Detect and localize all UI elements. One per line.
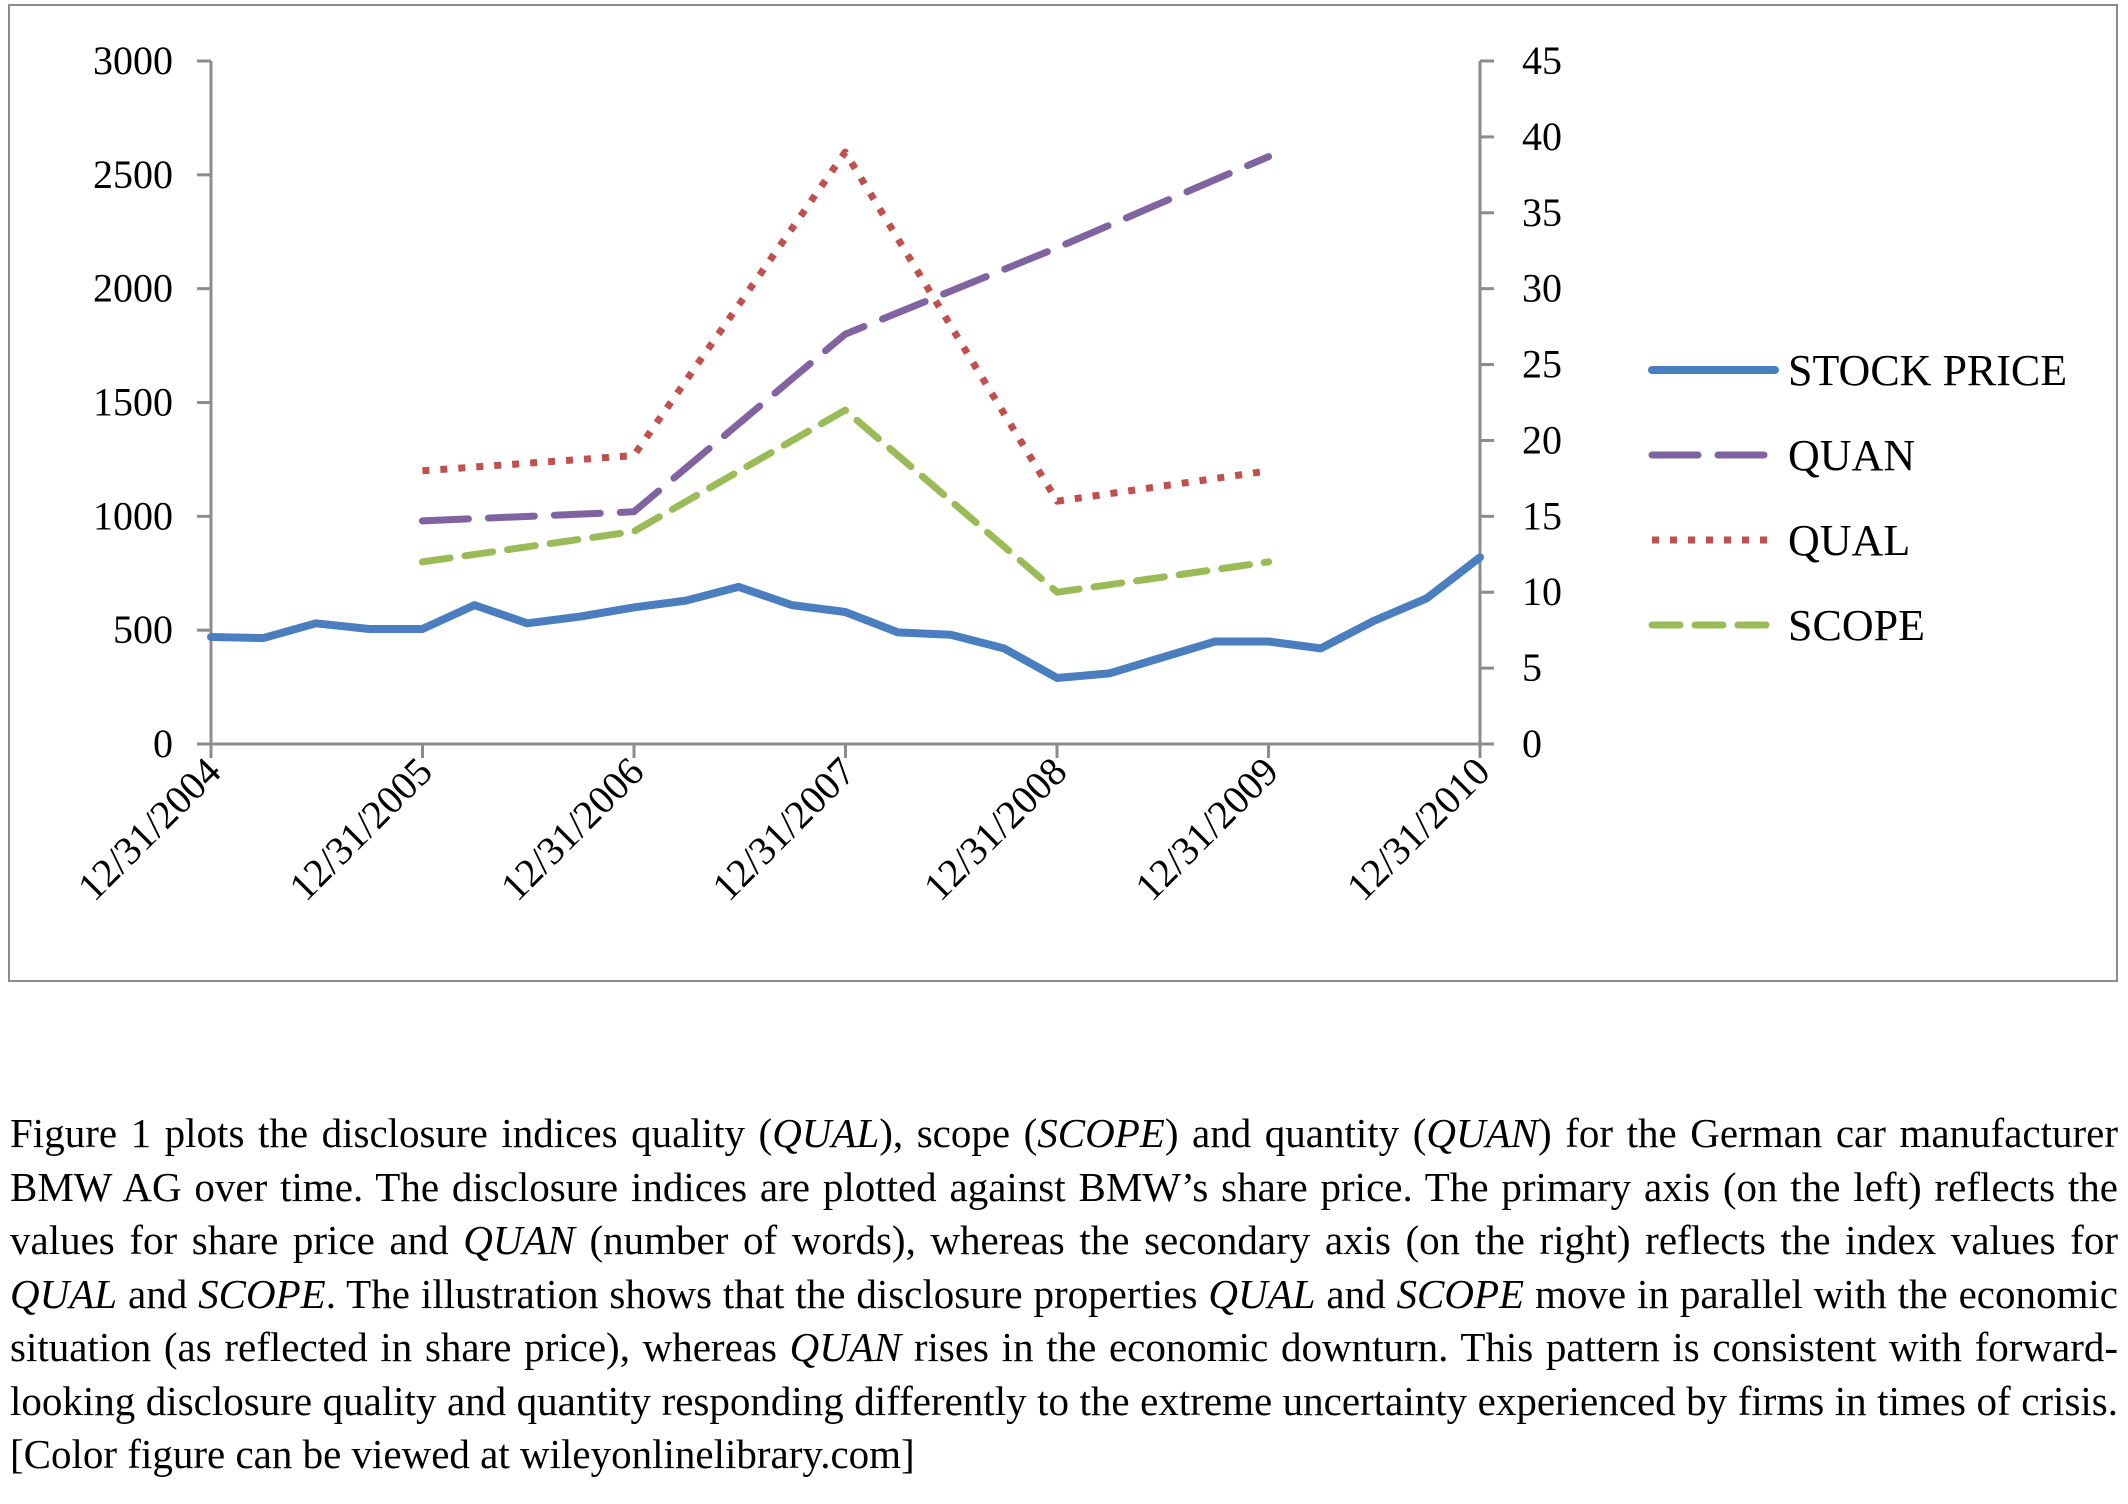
right-y-tick-label: 20 — [1522, 417, 1562, 462]
left-y-tick-label: 2500 — [93, 152, 173, 197]
caption-segment: Figure 1 plots the disclosure indices qu… — [10, 1110, 773, 1156]
right-y-tick-label: 45 — [1522, 38, 1562, 83]
caption-segment: ) and quantity ( — [1164, 1110, 1427, 1156]
caption-segment: and — [117, 1270, 199, 1317]
caption-segment: QUAL — [772, 1110, 880, 1156]
chart-frame — [8, 4, 2118, 982]
x-tick-label: 12/31/2010 — [1338, 749, 1499, 910]
right-y-tick-label: 35 — [1522, 190, 1562, 235]
axes: 0 500 1000 1500 2000 2500 3000 0 5 10 15 20 25 30 35 40… — [69, 38, 1562, 909]
caption-segment: QUAN — [789, 1324, 902, 1370]
caption-segment: move in parallel with the economic situa… — [10, 1270, 2118, 1371]
series-layer — [207, 148, 1484, 682]
left-y-tick-label: 3000 — [93, 38, 173, 83]
x-tick-label: 12/31/2009 — [1126, 749, 1287, 910]
left-y-tick-label: 2000 — [93, 266, 173, 311]
series-line-scope — [418, 406, 1273, 596]
legend: STOCK PRICE QUAN QUAL SCOPE — [1648, 346, 2067, 650]
left-y-tick-label: 0 — [153, 721, 173, 766]
x-tick-label: 12/31/2006 — [492, 749, 653, 910]
series-line-quan — [418, 153, 1273, 525]
caption-segment: QUAL — [10, 1270, 118, 1317]
right-y-tick-label: 25 — [1522, 342, 1562, 387]
caption-segment: QUAN — [463, 1217, 575, 1263]
left-y-tick-label: 500 — [113, 607, 173, 652]
caption-segment: (number of words), whereas the secondary… — [574, 1217, 2118, 1263]
legend-label-stock-price: STOCK PRICE — [1788, 346, 2067, 395]
series-line-stock-price — [207, 553, 1484, 682]
figure-caption: Figure 1 plots the disclosure indices qu… — [10, 1107, 2118, 1482]
legend-label-quan: QUAN — [1788, 431, 1915, 480]
right-y-tick-label: 30 — [1522, 266, 1562, 311]
caption-segment: SCOPE — [1037, 1110, 1165, 1156]
right-y-tick-label: 10 — [1522, 569, 1562, 614]
x-tick-label: 12/31/2005 — [280, 749, 441, 910]
caption-segment: QUAL — [1208, 1270, 1316, 1317]
x-tick-label: 12/31/2007 — [703, 749, 864, 910]
legend-label-qual: QUAL — [1788, 516, 1910, 565]
right-y-tick-label: 5 — [1522, 645, 1542, 690]
left-y-tick-label: 1000 — [93, 493, 173, 538]
caption-segment: and — [1315, 1270, 1397, 1317]
caption-segment: ) for the German car manufacturer BMW AG… — [10, 1110, 2118, 1263]
x-tick-label: 12/31/2004 — [69, 749, 230, 910]
legend-label-scope: SCOPE — [1788, 601, 1925, 650]
right-y-tick-label: 0 — [1522, 721, 1542, 766]
caption-segment: rises in the economic downturn. This pat… — [10, 1324, 2119, 1477]
left-y-tick-label: 1500 — [93, 380, 173, 425]
caption-segment: SCOPE — [1396, 1270, 1525, 1317]
x-tick-label: 12/31/2008 — [915, 749, 1076, 910]
caption-segment: SCOPE — [198, 1270, 326, 1317]
series-line-qual — [422, 148, 1270, 505]
caption-segment: . The illustration shows that the disclo… — [325, 1270, 1209, 1317]
right-y-tick-label: 15 — [1522, 493, 1562, 538]
caption-segment: ), scope ( — [879, 1110, 1038, 1156]
chart: 0 500 1000 1500 2000 2500 3000 0 5 10 15 20 25 30 35 40… — [69, 38, 2067, 909]
caption-segment: QUAN — [1426, 1110, 1539, 1156]
right-y-tick-label: 40 — [1522, 114, 1562, 159]
